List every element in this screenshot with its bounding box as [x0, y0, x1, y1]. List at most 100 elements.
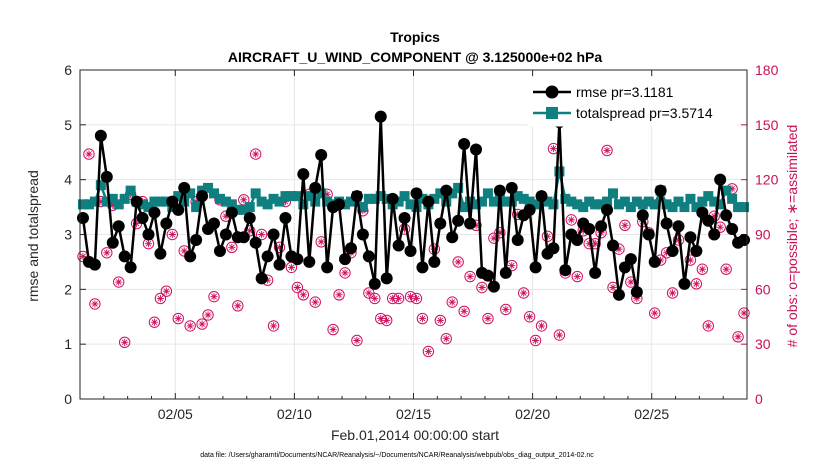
rmse-point	[207, 217, 220, 230]
chart-title: Tropics	[390, 29, 440, 45]
totalspread-point	[608, 188, 619, 199]
obs-assimilated-marker	[472, 221, 480, 229]
obs-assimilated-marker	[383, 316, 391, 325]
obs-assimilated-marker	[466, 272, 474, 281]
obs-assimilated-marker	[97, 198, 105, 206]
totalspread-point	[739, 202, 750, 213]
obs-possible-marker	[381, 314, 393, 327]
totalspread-point	[250, 188, 261, 199]
obs-possible-marker	[452, 256, 464, 268]
totalspread-point	[691, 202, 702, 213]
rmse-point	[714, 173, 727, 186]
totalspread-point	[530, 199, 541, 210]
obs-assimilated-marker	[109, 201, 117, 209]
totalspread-point	[286, 191, 297, 202]
obs-assimilated-marker	[377, 314, 385, 323]
obs-assimilated-marker	[246, 227, 254, 235]
rmse-point	[160, 217, 173, 230]
rmse-point	[76, 212, 89, 225]
totalspread-point	[244, 202, 255, 213]
totalspread-point	[619, 196, 630, 207]
rmse-point	[481, 269, 494, 282]
totalspread-point	[488, 196, 499, 207]
obs-assimilated-marker	[496, 229, 504, 237]
totalspread-point	[435, 188, 446, 199]
x-tick-label: 02/05	[158, 406, 193, 422]
totalspread-point	[471, 199, 482, 210]
rmse-point	[178, 181, 191, 194]
totalspread-point	[584, 196, 595, 207]
rmse-point	[213, 244, 226, 257]
obs-possible-marker	[523, 311, 536, 323]
rmse-point	[130, 195, 143, 208]
totalspread-point	[119, 193, 130, 204]
obs-possible-marker	[571, 270, 583, 283]
obs-assimilated-marker	[609, 283, 617, 292]
totalspread-point	[77, 199, 88, 210]
totalspread-point	[673, 196, 684, 207]
obs-assimilated-marker	[651, 309, 659, 317]
totalspread-point	[518, 193, 529, 204]
obs-possible-marker	[702, 320, 714, 332]
obs-assimilated-marker	[698, 265, 706, 273]
totalspread-point	[268, 193, 279, 204]
obs-assimilated-marker	[311, 298, 319, 306]
obs-assimilated-marker	[150, 318, 159, 326]
legend-totalspread-label: totalspread pr=3.5714	[576, 105, 713, 121]
rmse-point	[356, 228, 369, 241]
obs-assimilated-marker	[222, 212, 230, 220]
totalspread-point	[322, 196, 333, 207]
rmse-point	[94, 129, 107, 142]
obs-possible-marker	[166, 228, 179, 241]
obs-assimilated-marker	[579, 227, 587, 235]
totalspread-point	[262, 199, 273, 210]
obs-assimilated-marker	[281, 198, 290, 206]
legend-totalspread-marker	[546, 107, 558, 119]
totalspread-point	[679, 202, 690, 213]
y2-axis-label: # of obs: o=possible; ∗=assimilated	[784, 125, 800, 348]
obs-assimilated-marker	[490, 234, 498, 242]
rmse-point	[493, 184, 506, 197]
obs-assimilated-marker	[91, 300, 99, 308]
obs-possible-marker	[101, 247, 113, 259]
totalspread-point	[345, 196, 356, 207]
rmse-point	[386, 192, 399, 205]
totalspread-point	[613, 199, 624, 210]
obs-possible-marker	[172, 312, 184, 325]
y2-tick-label: 180	[755, 62, 779, 78]
rmse-point	[321, 261, 334, 274]
totalspread-point	[643, 196, 654, 207]
obs-assimilated-marker	[442, 335, 450, 343]
obs-assimilated-marker	[585, 240, 593, 248]
obs-possible-marker	[720, 263, 732, 275]
totalspread-point	[417, 193, 428, 204]
rmse-point	[720, 209, 733, 222]
rmse-point	[470, 143, 483, 156]
obs-possible-marker	[619, 219, 631, 232]
legend-rmse-marker	[545, 85, 559, 99]
obs-possible-marker	[339, 267, 351, 279]
totalspread-point	[661, 199, 672, 210]
rmse-point	[505, 181, 518, 194]
y-tick-label: 6	[64, 62, 72, 78]
obs-assimilated-marker	[115, 278, 123, 286]
legend-box	[527, 77, 737, 127]
obs-assimilated-marker	[269, 322, 278, 330]
totalspread-point	[185, 188, 196, 199]
obs-possible-marker	[553, 329, 566, 341]
rmse-point	[398, 212, 411, 225]
rmse-point	[440, 184, 453, 197]
totalspread-point	[137, 199, 148, 210]
obs-assimilated-marker	[406, 293, 415, 301]
rmse-point	[136, 212, 149, 225]
obs-assimilated-marker	[121, 338, 129, 346]
obs-assimilated-marker	[686, 256, 695, 264]
obs-assimilated-marker	[526, 313, 534, 321]
obs-assimilated-marker	[389, 294, 397, 303]
rmse-point	[362, 250, 375, 263]
obs-assimilated-marker	[704, 322, 712, 330]
obs-assimilated-marker	[365, 289, 373, 297]
obs-assimilated-marker	[341, 269, 349, 277]
obs-assimilated-marker	[192, 198, 200, 206]
rmse-point	[249, 236, 262, 249]
